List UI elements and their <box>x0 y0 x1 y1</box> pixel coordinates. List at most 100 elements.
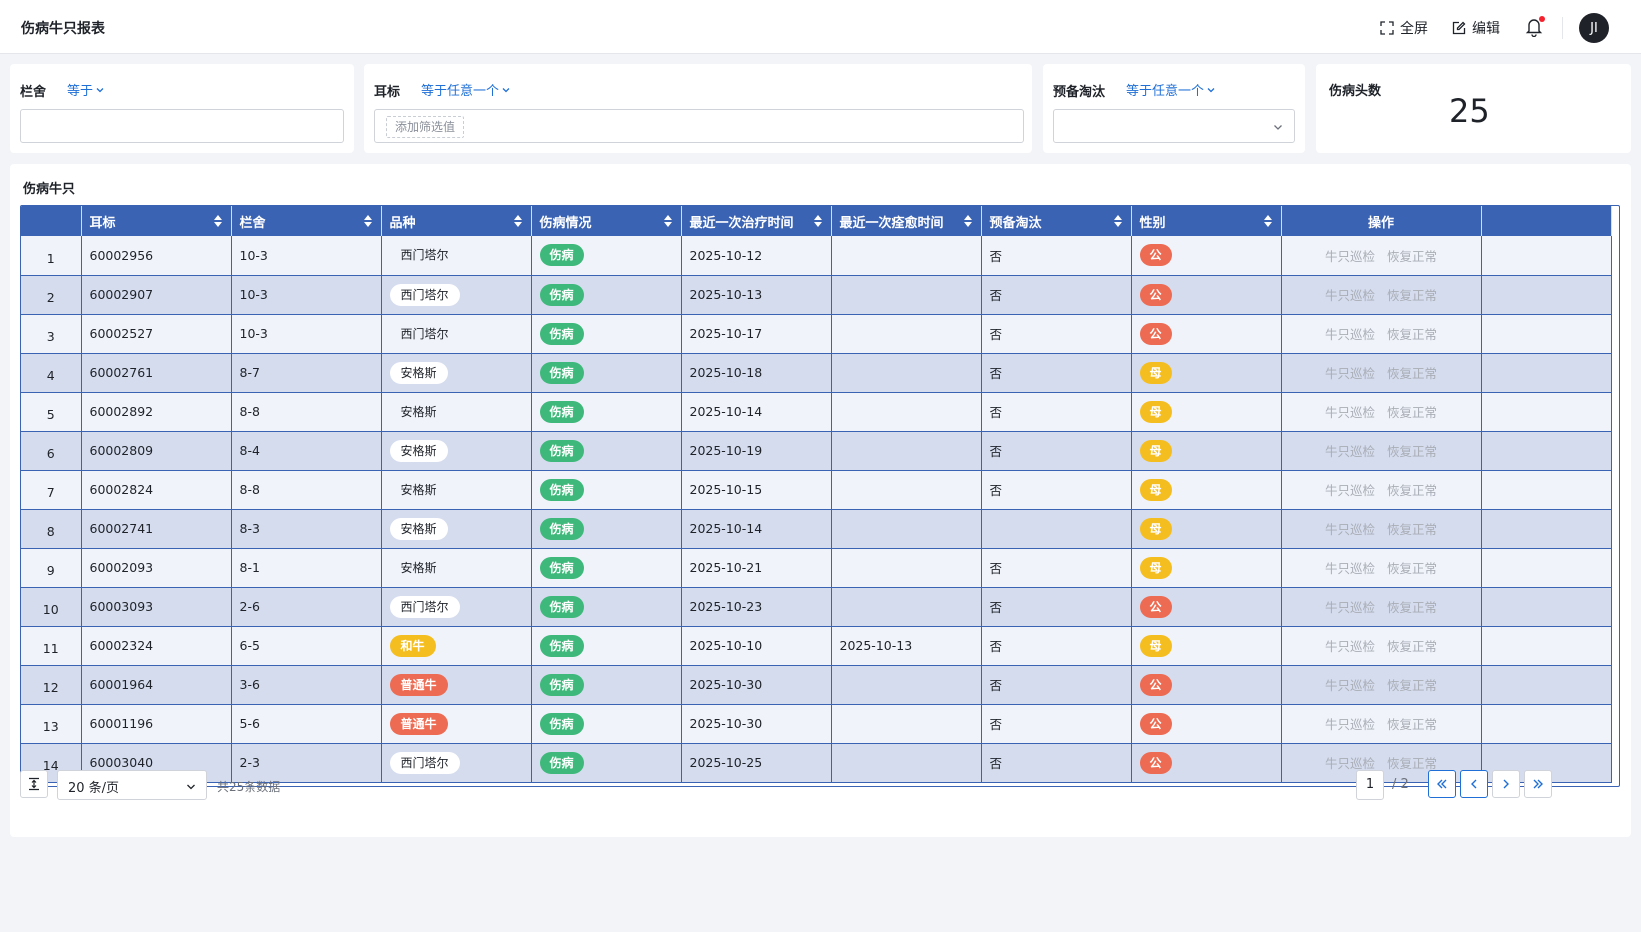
sort-icon[interactable] <box>813 214 823 228</box>
column-header[interactable]: 最近一次痊愈时间 <box>831 206 982 236</box>
column-header[interactable]: 预备淘汰 <box>981 206 1132 236</box>
restore-normal-link[interactable]: 恢复正常 <box>1387 678 1438 693</box>
page-total: / 2 <box>1392 777 1409 792</box>
table-row[interactable]: 8 60002741 8-3 安格斯 伤病 2025-10-14 母 牛只巡检 恢复正常 <box>21 509 1612 549</box>
inspect-cattle-link[interactable]: 牛只巡检 <box>1324 600 1375 615</box>
sort-icon[interactable] <box>363 214 373 228</box>
inspect-cattle-link[interactable]: 牛只巡检 <box>1324 639 1375 654</box>
cell-breed: 西门塔尔 <box>381 236 532 276</box>
edit-button[interactable]: 编辑 <box>1452 18 1500 38</box>
column-header[interactable]: 栏舍 <box>231 206 382 236</box>
inspect-cattle-link[interactable]: 牛只巡检 <box>1324 366 1375 381</box>
inspect-cattle-link[interactable]: 牛只巡检 <box>1324 327 1375 342</box>
add-filter-value-button[interactable]: 添加筛选值 <box>386 116 465 138</box>
inspect-cattle-link[interactable]: 牛只巡检 <box>1324 717 1375 732</box>
cell-pen: 8-8 <box>231 392 382 432</box>
inspect-cattle-link[interactable]: 牛只巡检 <box>1324 561 1375 576</box>
cell-actions: 牛只巡检 恢复正常 <box>1281 665 1482 705</box>
last-page-button[interactable] <box>1524 770 1552 798</box>
inspect-cattle-link[interactable]: 牛只巡检 <box>1324 405 1375 420</box>
table-row[interactable]: 12 60001964 3-6 普通牛 伤病 2025-10-30 否公 牛只巡检 恢复正常 <box>21 665 1612 705</box>
table-row[interactable]: 11 60002324 6-5 和牛 伤病 2025-10-10 2025-10-13 否母 牛… <box>21 626 1612 666</box>
column-header[interactable]: 最近一次治疗时间 <box>681 206 832 236</box>
sort-icon[interactable] <box>1113 214 1123 228</box>
restore-normal-link[interactable]: 恢复正常 <box>1387 366 1438 381</box>
cell-treat-date: 2025-10-14 <box>681 509 832 549</box>
table-row[interactable]: 9 60002093 8-1 安格斯 伤病 2025-10-21 否母 牛只巡检 恢复正常 <box>21 548 1612 588</box>
sex-badge: 公 <box>1139 595 1172 618</box>
table-row[interactable]: 2 60002907 10-3 西门塔尔 伤病 2025-10-13 否公 牛只巡检 恢复正常 <box>21 275 1612 315</box>
column-header[interactable]: 性别 <box>1131 206 1282 236</box>
cell-actions: 牛只巡检 恢复正常 <box>1281 704 1482 744</box>
cell-breed: 普通牛 <box>381 665 532 705</box>
inspect-cattle-link[interactable]: 牛只巡检 <box>1324 444 1375 459</box>
prev-page-button[interactable] <box>1460 770 1488 798</box>
filter-pen-input[interactable] <box>20 109 344 143</box>
restore-normal-link[interactable]: 恢复正常 <box>1387 756 1438 771</box>
column-header[interactable]: 品种 <box>381 206 532 236</box>
column-header[interactable]: 伤病情况 <box>531 206 682 236</box>
avatar[interactable]: JI <box>1579 13 1609 43</box>
first-page-button[interactable] <box>1428 770 1456 798</box>
filter-eartag-input[interactable]: 添加筛选值 <box>374 109 1024 143</box>
filter-cull-select[interactable] <box>1053 109 1295 143</box>
table-row[interactable]: 7 60002824 8-8 安格斯 伤病 2025-10-15 否母 牛只巡检 恢复正常 <box>21 470 1612 510</box>
sort-icon[interactable] <box>513 214 523 228</box>
restore-normal-link[interactable]: 恢复正常 <box>1387 444 1438 459</box>
inspect-cattle-link[interactable]: 牛只巡检 <box>1324 522 1375 537</box>
cell-eartag: 60002093 <box>81 548 232 588</box>
cell-sex: 公 <box>1131 743 1282 783</box>
restore-normal-link[interactable]: 恢复正常 <box>1387 639 1438 654</box>
table-row[interactable]: 6 60002809 8-4 安格斯 伤病 2025-10-19 否母 牛只巡检 恢复正常 <box>21 431 1612 471</box>
cell-sex: 母 <box>1131 509 1282 549</box>
restore-normal-link[interactable]: 恢复正常 <box>1387 483 1438 498</box>
expand-rows-button[interactable] <box>20 770 48 798</box>
column-header[interactable]: 耳标 <box>81 206 232 236</box>
filter-pen-operator[interactable]: 等于 <box>67 80 105 99</box>
cell-breed: 西门塔尔 <box>381 314 532 354</box>
next-page-button[interactable] <box>1492 770 1520 798</box>
status-badge: 伤病 <box>539 244 584 267</box>
page-number-input[interactable]: 1 <box>1356 770 1384 800</box>
sort-icon[interactable] <box>1263 214 1273 228</box>
restore-normal-link[interactable]: 恢复正常 <box>1387 405 1438 420</box>
restore-normal-link[interactable]: 恢复正常 <box>1387 288 1438 303</box>
restore-normal-link[interactable]: 恢复正常 <box>1387 717 1438 732</box>
breed-tag: 普通牛 <box>389 673 448 696</box>
sort-icon[interactable] <box>213 214 223 228</box>
restore-normal-link[interactable]: 恢复正常 <box>1387 248 1438 264</box>
table-row[interactable]: 1 60002956 10-3 西门塔尔 伤病 2025-10-12 否公 牛只巡检 恢复正常 <box>21 236 1612 276</box>
row-index: 5 <box>21 392 82 432</box>
restore-normal-link[interactable]: 恢复正常 <box>1387 561 1438 576</box>
cell-breed: 西门塔尔 <box>381 743 532 783</box>
inspect-cattle-link[interactable]: 牛只巡检 <box>1324 248 1375 264</box>
status-badge: 伤病 <box>539 673 584 696</box>
double-chevron-right-icon <box>1533 779 1543 789</box>
filter-pen-label: 栏舍 <box>20 85 47 100</box>
inspect-cattle-link[interactable]: 牛只巡检 <box>1324 483 1375 498</box>
filter-cull-operator[interactable]: 等于任意一个 <box>1126 80 1216 99</box>
page-size-select[interactable]: 20 条/页 <box>57 770 207 800</box>
sort-icon[interactable] <box>963 214 973 228</box>
bell-icon <box>1525 19 1543 38</box>
table-row[interactable]: 3 60002527 10-3 西门塔尔 伤病 2025-10-17 否公 牛只巡检 恢复正常 <box>21 314 1612 354</box>
cell-sex: 公 <box>1131 587 1282 627</box>
row-index: 7 <box>21 470 82 510</box>
table-row[interactable]: 4 60002761 8-7 安格斯 伤病 2025-10-18 否母 牛只巡检 恢复正常 <box>21 353 1612 393</box>
fullscreen-button[interactable]: 全屏 <box>1380 18 1428 38</box>
table-row[interactable]: 10 60003093 2-6 西门塔尔 伤病 2025-10-23 否公 牛只巡检 恢复正常 <box>21 587 1612 627</box>
restore-normal-link[interactable]: 恢复正常 <box>1387 522 1438 537</box>
table-row[interactable]: 13 60001196 5-6 普通牛 伤病 2025-10-30 否公 牛只巡检 恢复正常 <box>21 704 1612 744</box>
inspect-cattle-link[interactable]: 牛只巡检 <box>1324 678 1375 693</box>
chevron-down-icon <box>1274 125 1282 130</box>
inspect-cattle-link[interactable]: 牛只巡检 <box>1324 288 1375 303</box>
sort-icon[interactable] <box>663 214 673 228</box>
cell-treat-date: 2025-10-30 <box>681 665 832 705</box>
filter-eartag-operator[interactable]: 等于任意一个 <box>421 80 511 99</box>
table-row[interactable]: 5 60002892 8-8 安格斯 伤病 2025-10-14 否母 牛只巡检 恢复正常 <box>21 392 1612 432</box>
notification-button[interactable] <box>1525 16 1545 41</box>
restore-normal-link[interactable]: 恢复正常 <box>1387 327 1438 342</box>
restore-normal-link[interactable]: 恢复正常 <box>1387 600 1438 615</box>
inspect-cattle-link[interactable]: 牛只巡检 <box>1324 756 1375 771</box>
cell-heal-date <box>831 236 982 276</box>
